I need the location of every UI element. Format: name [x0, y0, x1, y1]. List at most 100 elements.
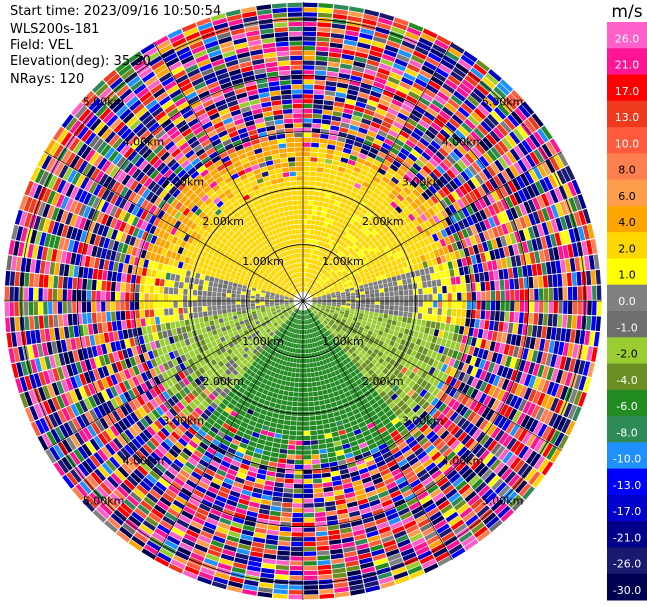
velocity-gate — [347, 228, 354, 235]
velocity-gate — [360, 446, 370, 454]
velocity-gate — [358, 467, 369, 475]
velocity-gate — [489, 177, 499, 190]
velocity-gate — [370, 293, 375, 298]
velocity-gate — [373, 285, 379, 290]
velocity-gate — [356, 390, 364, 397]
velocity-gate — [297, 402, 303, 407]
velocity-gate — [331, 475, 341, 482]
velocity-gate — [419, 326, 426, 333]
velocity-gate — [450, 519, 465, 531]
velocity-gate — [252, 348, 258, 355]
velocity-gate — [406, 170, 416, 179]
velocity-gate — [338, 338, 344, 344]
velocity-gate — [463, 137, 474, 149]
velocity-gate — [307, 214, 312, 220]
velocity-gate — [517, 323, 523, 335]
velocity-gate — [358, 359, 364, 365]
velocity-gate — [363, 160, 373, 168]
velocity-gate — [365, 585, 381, 593]
velocity-gate — [432, 387, 440, 397]
velocity-gate — [428, 185, 438, 195]
velocity-gate — [363, 314, 369, 319]
velocity-gate — [360, 246, 367, 253]
velocity-gate — [312, 317, 316, 322]
velocity-gate — [354, 234, 361, 240]
velocity-gate — [390, 521, 403, 530]
velocity-gate — [341, 53, 355, 61]
velocity-gate — [474, 357, 482, 368]
velocity-gate — [409, 401, 418, 410]
velocity-gate — [455, 317, 461, 326]
velocity-gate — [415, 338, 422, 346]
velocity-gate — [336, 271, 342, 276]
velocity-gate — [364, 580, 379, 588]
velocity-gate — [419, 137, 430, 147]
velocity-gate — [303, 464, 312, 470]
velocity-gate — [432, 168, 442, 178]
velocity-gate — [318, 330, 322, 335]
velocity-gate — [322, 207, 328, 213]
velocity-gate — [456, 503, 470, 515]
velocity-gate — [319, 288, 324, 292]
velocity-gate — [252, 335, 258, 341]
velocity-gate — [529, 151, 540, 166]
velocity-gate — [318, 226, 323, 232]
velocity-gate — [146, 540, 161, 552]
velocity-gate — [431, 280, 437, 287]
velocity-gate — [339, 434, 348, 440]
velocity-gate — [431, 515, 445, 526]
velocity-gate — [392, 21, 408, 31]
velocity-gate — [369, 50, 383, 58]
velocity-gate — [552, 314, 558, 327]
velocity-gate — [328, 392, 335, 399]
velocity-gate — [339, 331, 344, 336]
velocity-gate — [382, 451, 392, 460]
velocity-gate — [178, 491, 190, 501]
velocity-gate — [372, 451, 382, 459]
velocity-gate — [351, 364, 358, 371]
velocity-gate — [295, 348, 298, 354]
velocity-gate — [151, 532, 166, 543]
velocity-gate — [445, 121, 457, 132]
velocity-gate — [207, 405, 215, 413]
velocity-gate — [303, 373, 307, 378]
velocity-gate — [316, 172, 323, 178]
velocity-gate — [412, 82, 425, 92]
velocity-gate — [505, 290, 510, 301]
velocity-gate — [276, 379, 282, 385]
velocity-gate — [468, 474, 480, 487]
velocity-gate — [350, 75, 362, 82]
velocity-gate — [382, 264, 388, 270]
velocity-gate — [360, 301, 366, 304]
velocity-gate — [167, 466, 179, 477]
velocity-gate — [340, 473, 351, 480]
velocity-gate — [214, 571, 230, 580]
velocity-gate — [319, 593, 335, 599]
velocity-gate — [439, 129, 451, 140]
velocity-gate — [368, 95, 380, 103]
velocity-gate — [357, 230, 364, 237]
velocity-gate — [355, 538, 368, 546]
velocity-gate — [310, 292, 315, 296]
velocity-gate — [266, 380, 272, 386]
velocity-gate — [440, 255, 447, 263]
velocity-gate — [421, 115, 433, 125]
velocity-gate — [303, 171, 310, 176]
velocity-gate — [310, 318, 314, 323]
velocity-gate — [229, 426, 238, 434]
velocity-gate — [473, 328, 479, 338]
velocity-gate — [366, 530, 379, 538]
velocity-gate — [413, 464, 425, 474]
velocity-gate — [479, 449, 490, 462]
velocity-gate — [408, 59, 423, 69]
velocity-gate — [320, 380, 326, 386]
velocity-gate — [349, 256, 355, 262]
velocity-gate — [470, 176, 480, 188]
velocity-gate — [404, 369, 412, 377]
velocity-gate — [470, 213, 479, 224]
velocity-gate — [454, 499, 467, 511]
velocity-gate — [361, 355, 368, 362]
velocity-gate — [293, 358, 297, 363]
velocity-gate — [207, 512, 220, 522]
velocity-gate — [275, 477, 285, 483]
